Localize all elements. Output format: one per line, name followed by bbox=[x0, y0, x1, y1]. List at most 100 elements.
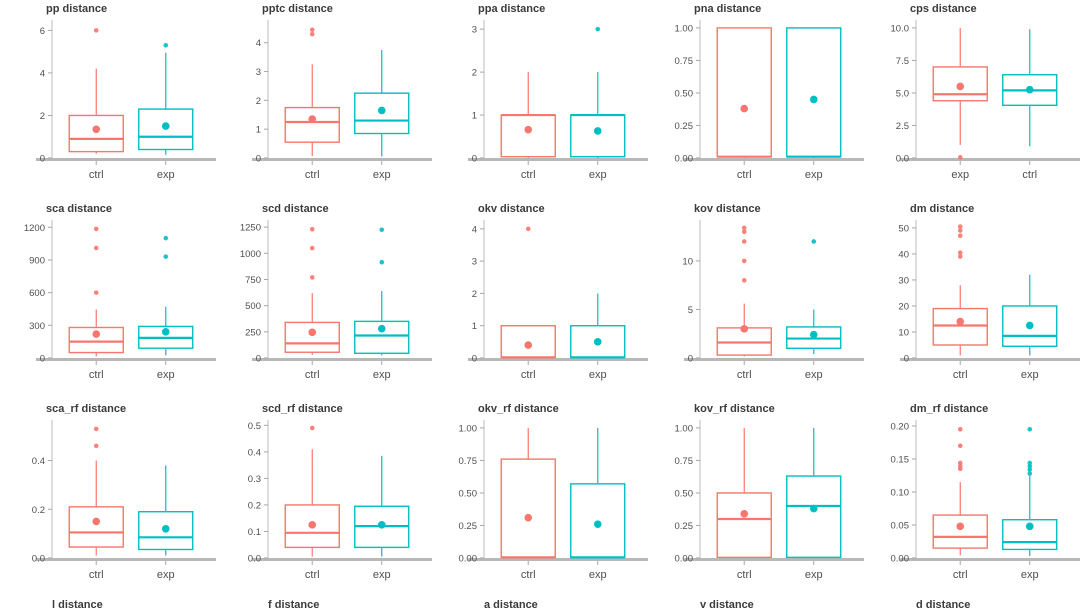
y-tick-label: 0 bbox=[472, 354, 477, 365]
y-tick-label: 250 bbox=[245, 327, 261, 338]
y-tick-label: 0.10 bbox=[891, 487, 910, 498]
plot-title: okv_rf distance bbox=[478, 403, 559, 415]
y-tick-label: 2 bbox=[472, 68, 477, 79]
subplot-kov-distance: kov distance 0 5 10 ctrl exp bbox=[648, 200, 864, 396]
outlier-dot bbox=[163, 235, 169, 241]
y-tick-label: 500 bbox=[245, 301, 261, 312]
y-tick-label: 1 bbox=[256, 125, 261, 136]
mean-dot bbox=[956, 82, 965, 91]
outlier-dot bbox=[1027, 467, 1033, 472]
mean-dot bbox=[809, 330, 818, 339]
y-tick-label: 1.00 bbox=[675, 23, 694, 34]
plot-title: sca distance bbox=[46, 203, 113, 215]
mean-dot bbox=[956, 522, 965, 531]
mean-dot bbox=[161, 122, 170, 130]
y-tick-label: 0 bbox=[472, 154, 477, 165]
box bbox=[1002, 305, 1058, 347]
plot-title: scd_rf distance bbox=[262, 403, 343, 415]
category-label: exp bbox=[373, 369, 391, 381]
category-label: ctrl bbox=[737, 369, 752, 381]
outlier-dot bbox=[811, 239, 817, 244]
y-tick-label: 4 bbox=[472, 224, 477, 235]
subplot-kov-rf-distance: kov_rf distance 0.00 0.25 0.50 0.75 1.00 ctrl e… bbox=[648, 400, 864, 596]
y-tick-label: 5.0 bbox=[896, 88, 909, 99]
subplot-pp-distance: pp distance 0 2 4 6 ctrl exp bbox=[0, 0, 216, 196]
outlier-dot bbox=[957, 460, 963, 466]
subplot-pna-distance: pna distance 0.00 0.25 0.50 0.75 1.00 ctrl exp bbox=[648, 0, 864, 196]
subplot-pptc-distance: pptc distance 0 1 2 3 4 ctrl exp bbox=[216, 0, 432, 196]
y-tick-label: 0.2 bbox=[32, 505, 45, 516]
y-tick-label: 0 bbox=[256, 354, 261, 365]
mean-dot bbox=[593, 338, 602, 346]
category-label: ctrl bbox=[1022, 169, 1037, 181]
plot-title: dm_rf distance bbox=[910, 403, 989, 415]
y-tick-label: 0.20 bbox=[891, 421, 910, 432]
category-label: exp bbox=[589, 569, 607, 581]
y-tick-label: 4 bbox=[40, 68, 45, 79]
subplot-scd-distance: scd distance 0 250 500 750 1000 1250 ctrl exp bbox=[216, 200, 432, 396]
outlier-dot bbox=[93, 226, 99, 232]
category-label: ctrl bbox=[953, 369, 968, 381]
box bbox=[500, 114, 556, 158]
category-label: ctrl bbox=[305, 569, 320, 581]
outlier-dot bbox=[309, 226, 315, 232]
mean-dot bbox=[1025, 85, 1034, 94]
category-label: ctrl bbox=[737, 569, 752, 581]
y-tick-label: 300 bbox=[29, 321, 45, 332]
y-tick-label: 0.05 bbox=[891, 520, 910, 531]
category-label: exp bbox=[589, 169, 607, 181]
category-label: exp bbox=[157, 369, 175, 381]
category-label: ctrl bbox=[521, 569, 536, 581]
y-tick-label: 0.4 bbox=[248, 447, 261, 458]
box bbox=[1002, 519, 1058, 551]
outlier-dot bbox=[1027, 426, 1033, 432]
y-tick-label: 0.0 bbox=[248, 554, 261, 565]
category-label: exp bbox=[1021, 569, 1039, 581]
y-tick-label: 0.50 bbox=[675, 88, 694, 99]
y-tick-label: 0.25 bbox=[675, 521, 694, 532]
outlier-dot bbox=[1027, 471, 1033, 476]
subplot-dm-rf-distance: dm_rf distance 0.00 0.05 0.10 0.15 0.20 ctrl ex… bbox=[864, 400, 1080, 596]
category-label: exp bbox=[373, 169, 391, 181]
outlier-dot bbox=[957, 250, 963, 255]
subplot-sca-rf-distance: sca_rf distance 0.0 0.2 0.4 ctrl exp bbox=[0, 400, 216, 596]
y-tick-label: 50 bbox=[898, 223, 909, 234]
y-tick-label: 30 bbox=[898, 275, 909, 286]
y-tick-label: 0.25 bbox=[459, 521, 478, 532]
boxplot-canvas: 0.00 0.25 0.50 0.75 1.00 ctrl exp bbox=[459, 420, 648, 581]
y-tick-label: 10 bbox=[898, 327, 909, 338]
y-tick-label: 0.75 bbox=[459, 456, 478, 467]
y-tick-label: 0.3 bbox=[248, 474, 261, 485]
plot-title: dm distance bbox=[910, 203, 975, 215]
category-label: ctrl bbox=[305, 369, 320, 381]
mean-dot bbox=[377, 521, 386, 529]
boxplot-canvas: 0 2 4 6 ctrl exp bbox=[36, 20, 216, 181]
box bbox=[570, 114, 626, 158]
category-label: ctrl bbox=[953, 569, 968, 581]
box bbox=[786, 27, 842, 158]
category-label: exp bbox=[157, 569, 175, 581]
mean-dot bbox=[377, 106, 386, 115]
y-tick-label: 6 bbox=[40, 26, 45, 37]
y-tick-label: 10.0 bbox=[891, 23, 910, 34]
y-tick-label: 0 bbox=[40, 154, 45, 165]
box bbox=[786, 475, 842, 559]
y-tick-label: 3 bbox=[256, 67, 261, 78]
boxplot-canvas: 0.00 0.05 0.10 0.15 0.20 ctrl exp bbox=[891, 420, 1080, 581]
outlier-dot bbox=[1027, 460, 1033, 466]
category-label: exp bbox=[373, 569, 391, 581]
plot-title: ppa distance bbox=[478, 3, 546, 15]
mean-dot bbox=[161, 328, 170, 336]
outlier-dot bbox=[741, 225, 747, 231]
y-tick-label: 2.5 bbox=[896, 121, 909, 132]
subplot-sca-distance: sca distance 0 300 600 900 1200 ctrl exp bbox=[0, 200, 216, 396]
outlier-dot bbox=[379, 227, 385, 233]
y-tick-label: 0.75 bbox=[675, 56, 694, 67]
outlier-dot bbox=[163, 254, 169, 259]
plot-title: scd distance bbox=[262, 203, 329, 215]
mean-dot bbox=[740, 325, 749, 333]
subplot-ppa-distance: ppa distance 0 1 2 3 ctrl exp bbox=[432, 0, 648, 196]
y-tick-label: 0.1 bbox=[248, 527, 261, 538]
y-tick-label: 900 bbox=[29, 255, 45, 266]
boxplot-canvas: 0.0 2.5 5.0 7.5 10.0 exp ctrl bbox=[891, 20, 1080, 181]
